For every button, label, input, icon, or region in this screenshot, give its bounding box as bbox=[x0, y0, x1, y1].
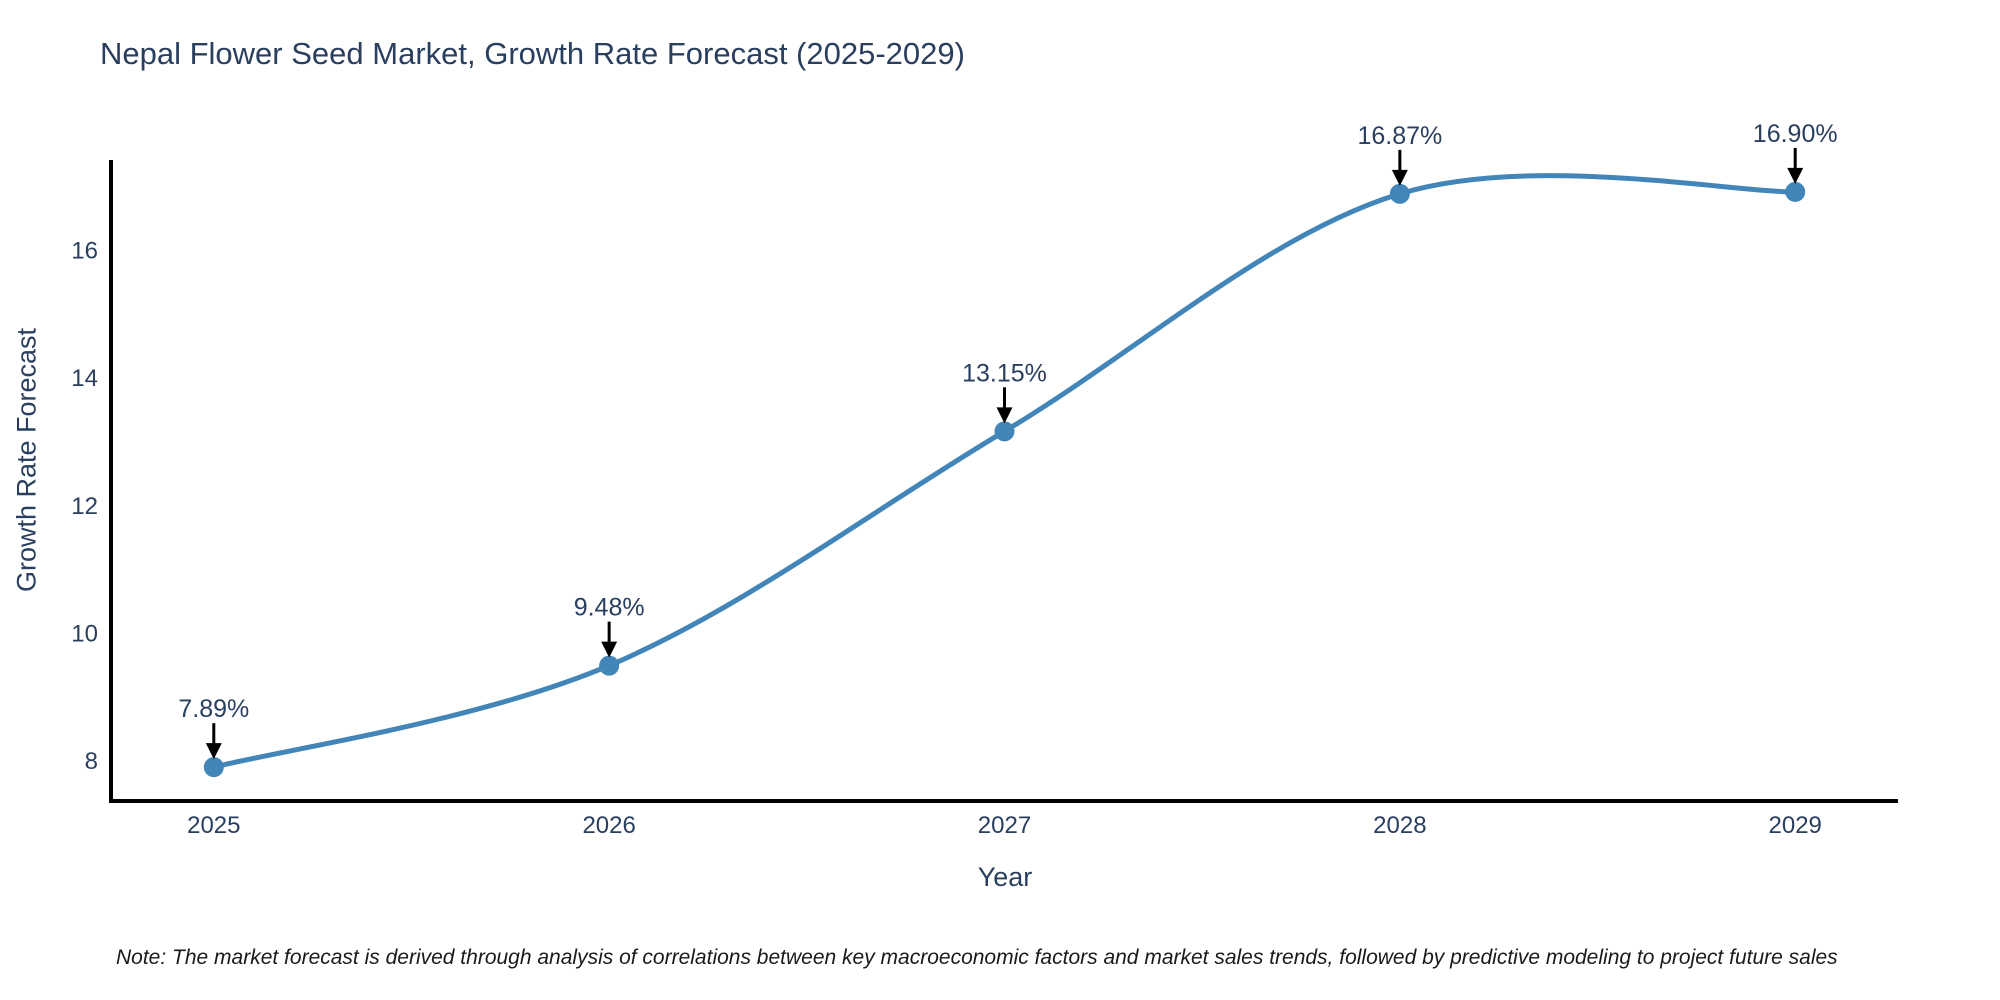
chart-note: Note: The market forecast is derived thr… bbox=[116, 946, 1838, 969]
x-tick-label: 2029 bbox=[1769, 812, 1822, 839]
x-tick-label: 2028 bbox=[1373, 812, 1426, 839]
y-tick-label: 14 bbox=[71, 365, 98, 392]
annotation-arrow-head bbox=[1787, 167, 1804, 184]
chart-title: Nepal Flower Seed Market, Growth Rate Fo… bbox=[100, 36, 965, 71]
x-axis-title: Year bbox=[977, 862, 1033, 892]
annotation-arrow-head bbox=[996, 407, 1013, 424]
data-point-label: 16.90% bbox=[1753, 120, 1838, 148]
data-point-label: 9.48% bbox=[574, 594, 645, 622]
x-tick-label: 2026 bbox=[582, 812, 635, 839]
annotation-arrow-head bbox=[205, 743, 222, 760]
data-point-label: 13.15% bbox=[962, 359, 1047, 387]
y-axis-title: Growth Rate Forecast bbox=[11, 327, 42, 593]
x-tick-label: 2027 bbox=[978, 812, 1031, 839]
data-point-marker bbox=[994, 421, 1015, 442]
axis-lines bbox=[109, 160, 1898, 803]
forecast-line bbox=[211, 173, 1798, 770]
y-tick-label: 8 bbox=[85, 748, 98, 775]
data-point-marker bbox=[1785, 181, 1806, 202]
y-tick-label: 12 bbox=[71, 493, 98, 520]
annotation-arrow-head bbox=[601, 641, 618, 658]
data-point-marker bbox=[599, 655, 620, 676]
y-tick-label: 16 bbox=[71, 237, 98, 264]
x-tick-label: 2025 bbox=[187, 812, 240, 839]
data-point-label: 16.87% bbox=[1357, 122, 1442, 150]
data-point-marker bbox=[1389, 183, 1410, 204]
data-point-label: 7.89% bbox=[178, 695, 249, 723]
data-point-marker bbox=[203, 757, 224, 778]
y-tick-label: 10 bbox=[71, 620, 98, 647]
annotation-arrow-head bbox=[1391, 169, 1408, 186]
